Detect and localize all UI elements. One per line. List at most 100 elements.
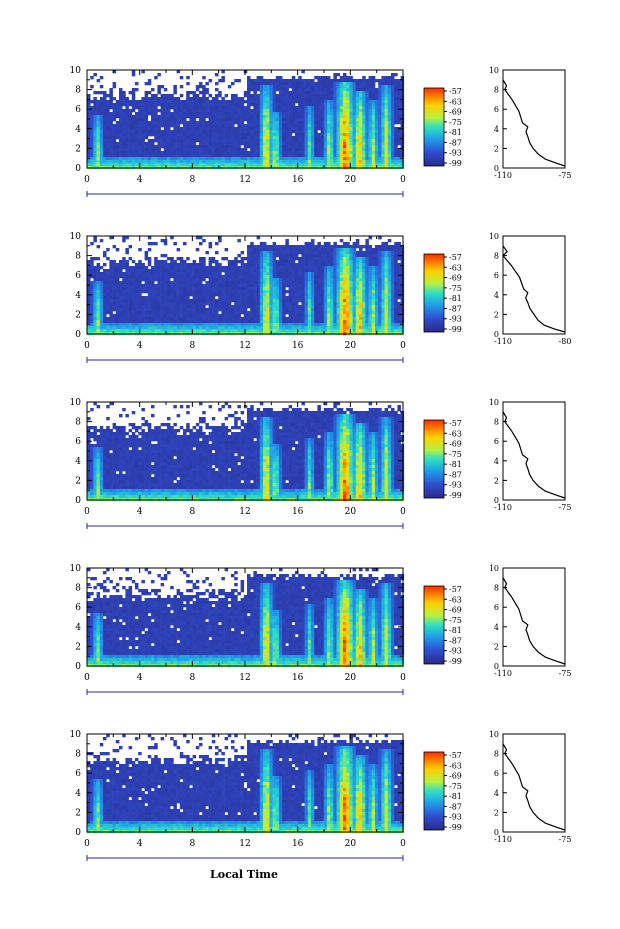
- heatmap-cell: [381, 142, 385, 146]
- heatmap-cell: [243, 154, 248, 158]
- heatmap-cell: [234, 326, 238, 330]
- heatmap-cell: [96, 112, 101, 116]
- heatmap-cell: [205, 97, 209, 101]
- heatmap-cell: [259, 160, 264, 164]
- heatmap-cell: [330, 314, 334, 318]
- heatmap-cell: [323, 112, 328, 116]
- heatmap-cell: [160, 130, 165, 134]
- heatmap-cell: [371, 154, 376, 158]
- heatmap-cell: [247, 323, 251, 327]
- heatmap-cell: [96, 284, 101, 288]
- heatmap-cell: [170, 124, 174, 128]
- heatmap-cell: [266, 257, 270, 261]
- heatmap-cell: [112, 317, 117, 321]
- heatmap-cell: [231, 109, 235, 113]
- heatmap-cell: [109, 142, 113, 146]
- heatmap-cell: [109, 317, 113, 321]
- heatmap-cell: [144, 157, 149, 161]
- heatmap-cell: [109, 157, 113, 161]
- heatmap-cell: [247, 275, 251, 279]
- heatmap-cell: [349, 97, 353, 101]
- heatmap-cell: [320, 142, 325, 146]
- heatmap-cell: [282, 115, 286, 119]
- heatmap-cell: [231, 142, 235, 146]
- heatmap-cell: [167, 115, 171, 119]
- heatmap-cell: [333, 293, 337, 297]
- heatmap-cell: [112, 266, 117, 270]
- heatmap-cell: [279, 142, 283, 146]
- heatmap-cell: [224, 103, 229, 107]
- heatmap-cell: [237, 305, 241, 309]
- heatmap-cell: [339, 163, 344, 167]
- heatmap-cell: [128, 329, 133, 333]
- heatmap-cell: [330, 130, 334, 134]
- heatmap-cell: [93, 275, 97, 279]
- heatmap-cell: [304, 139, 309, 143]
- heatmap-cell: [391, 118, 395, 122]
- heatmap-cell: [320, 317, 325, 321]
- heatmap-cell: [272, 320, 277, 324]
- heatmap-cell: [323, 94, 328, 98]
- heatmap-cell: [215, 242, 219, 246]
- heatmap-cell: [215, 260, 219, 264]
- heatmap-cell: [141, 320, 145, 324]
- heatmap-cell: [234, 118, 238, 122]
- heatmap-cell: [154, 278, 158, 282]
- heatmap-cell: [183, 121, 187, 125]
- heatmap-cell: [147, 130, 152, 134]
- heatmap-cell: [87, 130, 91, 134]
- heatmap-cell: [336, 115, 341, 119]
- heatmap-cell: [275, 124, 280, 128]
- heatmap-cell: [231, 323, 235, 327]
- heatmap-cell: [250, 287, 254, 291]
- heatmap-cell: [112, 148, 117, 152]
- heatmap-cell: [186, 293, 190, 297]
- heatmap-cell: [288, 269, 293, 273]
- heatmap-cell: [218, 299, 222, 303]
- heatmap-cell: [317, 254, 321, 258]
- heatmap-cell: [323, 97, 328, 101]
- heatmap-cell: [160, 284, 165, 288]
- heatmap-cell: [317, 118, 321, 122]
- heatmap-cell: [333, 251, 337, 255]
- heatmap-cell: [144, 326, 149, 330]
- heatmap-cell: [160, 269, 165, 273]
- heatmap-cell: [103, 272, 107, 276]
- heatmap-cell: [224, 115, 229, 119]
- heatmap-cell: [170, 115, 174, 119]
- heatmap-cell: [279, 275, 283, 279]
- heatmap-cell: [288, 118, 293, 122]
- heatmap-cell: [208, 290, 213, 294]
- heatmap-cell: [192, 293, 197, 297]
- heatmap-cell: [106, 281, 110, 285]
- heatmap-cell: [221, 311, 225, 315]
- heatmap-cell: [154, 100, 158, 104]
- heatmap-cell: [327, 245, 331, 249]
- heatmap-cell: [195, 160, 200, 164]
- heatmap-cell: [349, 130, 353, 134]
- heatmap-cell: [109, 121, 113, 125]
- heatmap-cell: [295, 100, 299, 104]
- heatmap-cell: [199, 109, 203, 113]
- heatmap-cell: [215, 88, 219, 92]
- heatmap-cell: [99, 281, 104, 285]
- heatmap-cell: [320, 272, 325, 276]
- heatmap-cell: [176, 281, 181, 285]
- heatmap-cell: [275, 245, 280, 249]
- heatmap-cell: [253, 323, 257, 327]
- heatmap-cell: [301, 103, 305, 107]
- heatmap-cell: [336, 121, 341, 125]
- heatmap-cell: [282, 97, 286, 101]
- heatmap-cell: [147, 236, 152, 240]
- heatmap-cell: [173, 115, 177, 119]
- heatmap-cell: [247, 76, 251, 80]
- heatmap-cell: [99, 106, 104, 110]
- heatmap-cell: [227, 121, 232, 125]
- heatmap-cell: [205, 296, 209, 300]
- heatmap-cell: [87, 329, 91, 333]
- heatmap-cell: [339, 85, 344, 89]
- heatmap-cell: [106, 272, 110, 276]
- heatmap-cell: [291, 106, 296, 110]
- heatmap-cell: [330, 154, 334, 158]
- heatmap-cell: [202, 323, 206, 327]
